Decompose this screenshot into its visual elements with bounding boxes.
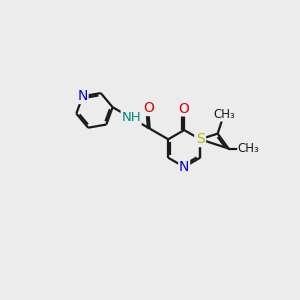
Text: N: N (179, 160, 189, 174)
Text: CH₃: CH₃ (213, 108, 235, 121)
Text: CH₃: CH₃ (238, 142, 260, 155)
Text: N: N (195, 132, 205, 146)
Text: S: S (196, 132, 205, 146)
Text: O: O (143, 101, 154, 116)
Text: N: N (77, 89, 88, 103)
Text: NH: NH (121, 111, 141, 124)
Text: O: O (179, 102, 190, 116)
